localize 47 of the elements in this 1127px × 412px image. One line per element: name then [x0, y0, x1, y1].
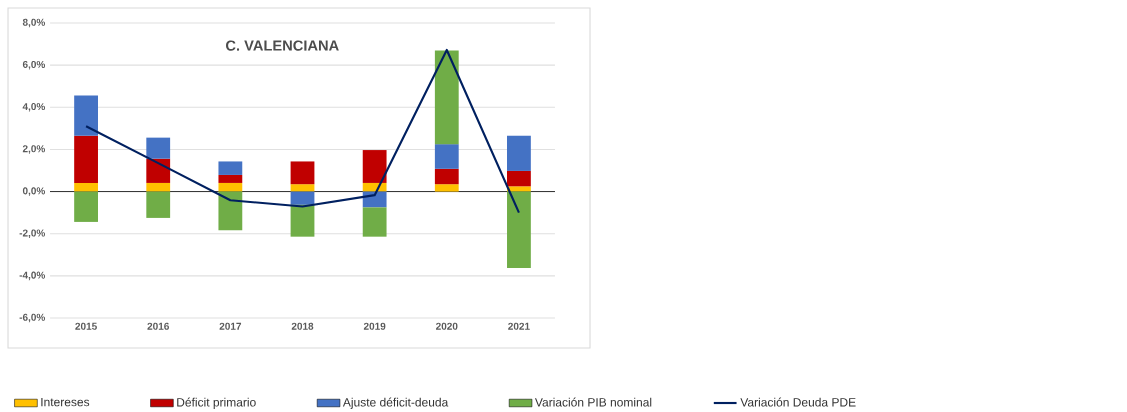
bar: [434, 184, 459, 192]
bar: [146, 137, 171, 159]
y-tick-label: 0,0%: [22, 187, 46, 196]
bar: [434, 144, 459, 169]
bar: [507, 135, 531, 171]
y-tick-label: -2,0%: [19, 229, 46, 238]
y-tick-label: 8,0%: [22, 18, 46, 28]
legend-label: Intereses: [41, 397, 90, 407]
bar: [434, 168, 459, 185]
bar: [290, 204, 315, 237]
y-tick-label: 6,0%: [22, 60, 46, 70]
bar: [290, 161, 315, 185]
bar: [362, 207, 387, 237]
bar: [507, 186, 531, 192]
bar: [434, 50, 459, 145]
bar: [507, 191, 531, 269]
bar: [74, 95, 98, 136]
bar: [290, 191, 315, 205]
y-tick-label: 2,0%: [22, 145, 46, 154]
legend-label: Déficit primario: [177, 397, 256, 409]
bar: [74, 191, 98, 222]
bar: [507, 170, 531, 187]
legend-label: Variación Deuda PDE: [740, 397, 856, 407]
bar: [146, 158, 171, 183]
legend-label: Ajuste déficit-deuda: [342, 397, 449, 409]
x-tick-label: 2020: [436, 322, 458, 330]
bar: [74, 135, 98, 183]
bar: [146, 182, 171, 192]
bar: [218, 161, 243, 175]
x-tick-label: 2016: [147, 322, 169, 330]
x-tick-label: 2019: [363, 322, 386, 330]
x-tick-label: 2021: [508, 322, 530, 330]
y-tick-label: 4,0%: [22, 103, 46, 112]
y-tick-label: -6,0%: [19, 313, 46, 323]
legend-label: Variación PIB nominal: [534, 397, 652, 407]
text: C. VALENCIANA: [226, 40, 339, 51]
y-tick-label: -4,0%: [19, 271, 46, 281]
bar: [290, 184, 315, 192]
x-tick-label: 2015: [75, 322, 97, 330]
bar: [146, 191, 171, 218]
x-tick-label: 2018: [291, 322, 314, 330]
bar: [218, 191, 243, 231]
bar: [218, 182, 243, 192]
bar: [218, 174, 243, 183]
bar: [74, 182, 98, 192]
x-tick-label: 2017: [219, 322, 242, 330]
bar: [362, 150, 387, 183]
